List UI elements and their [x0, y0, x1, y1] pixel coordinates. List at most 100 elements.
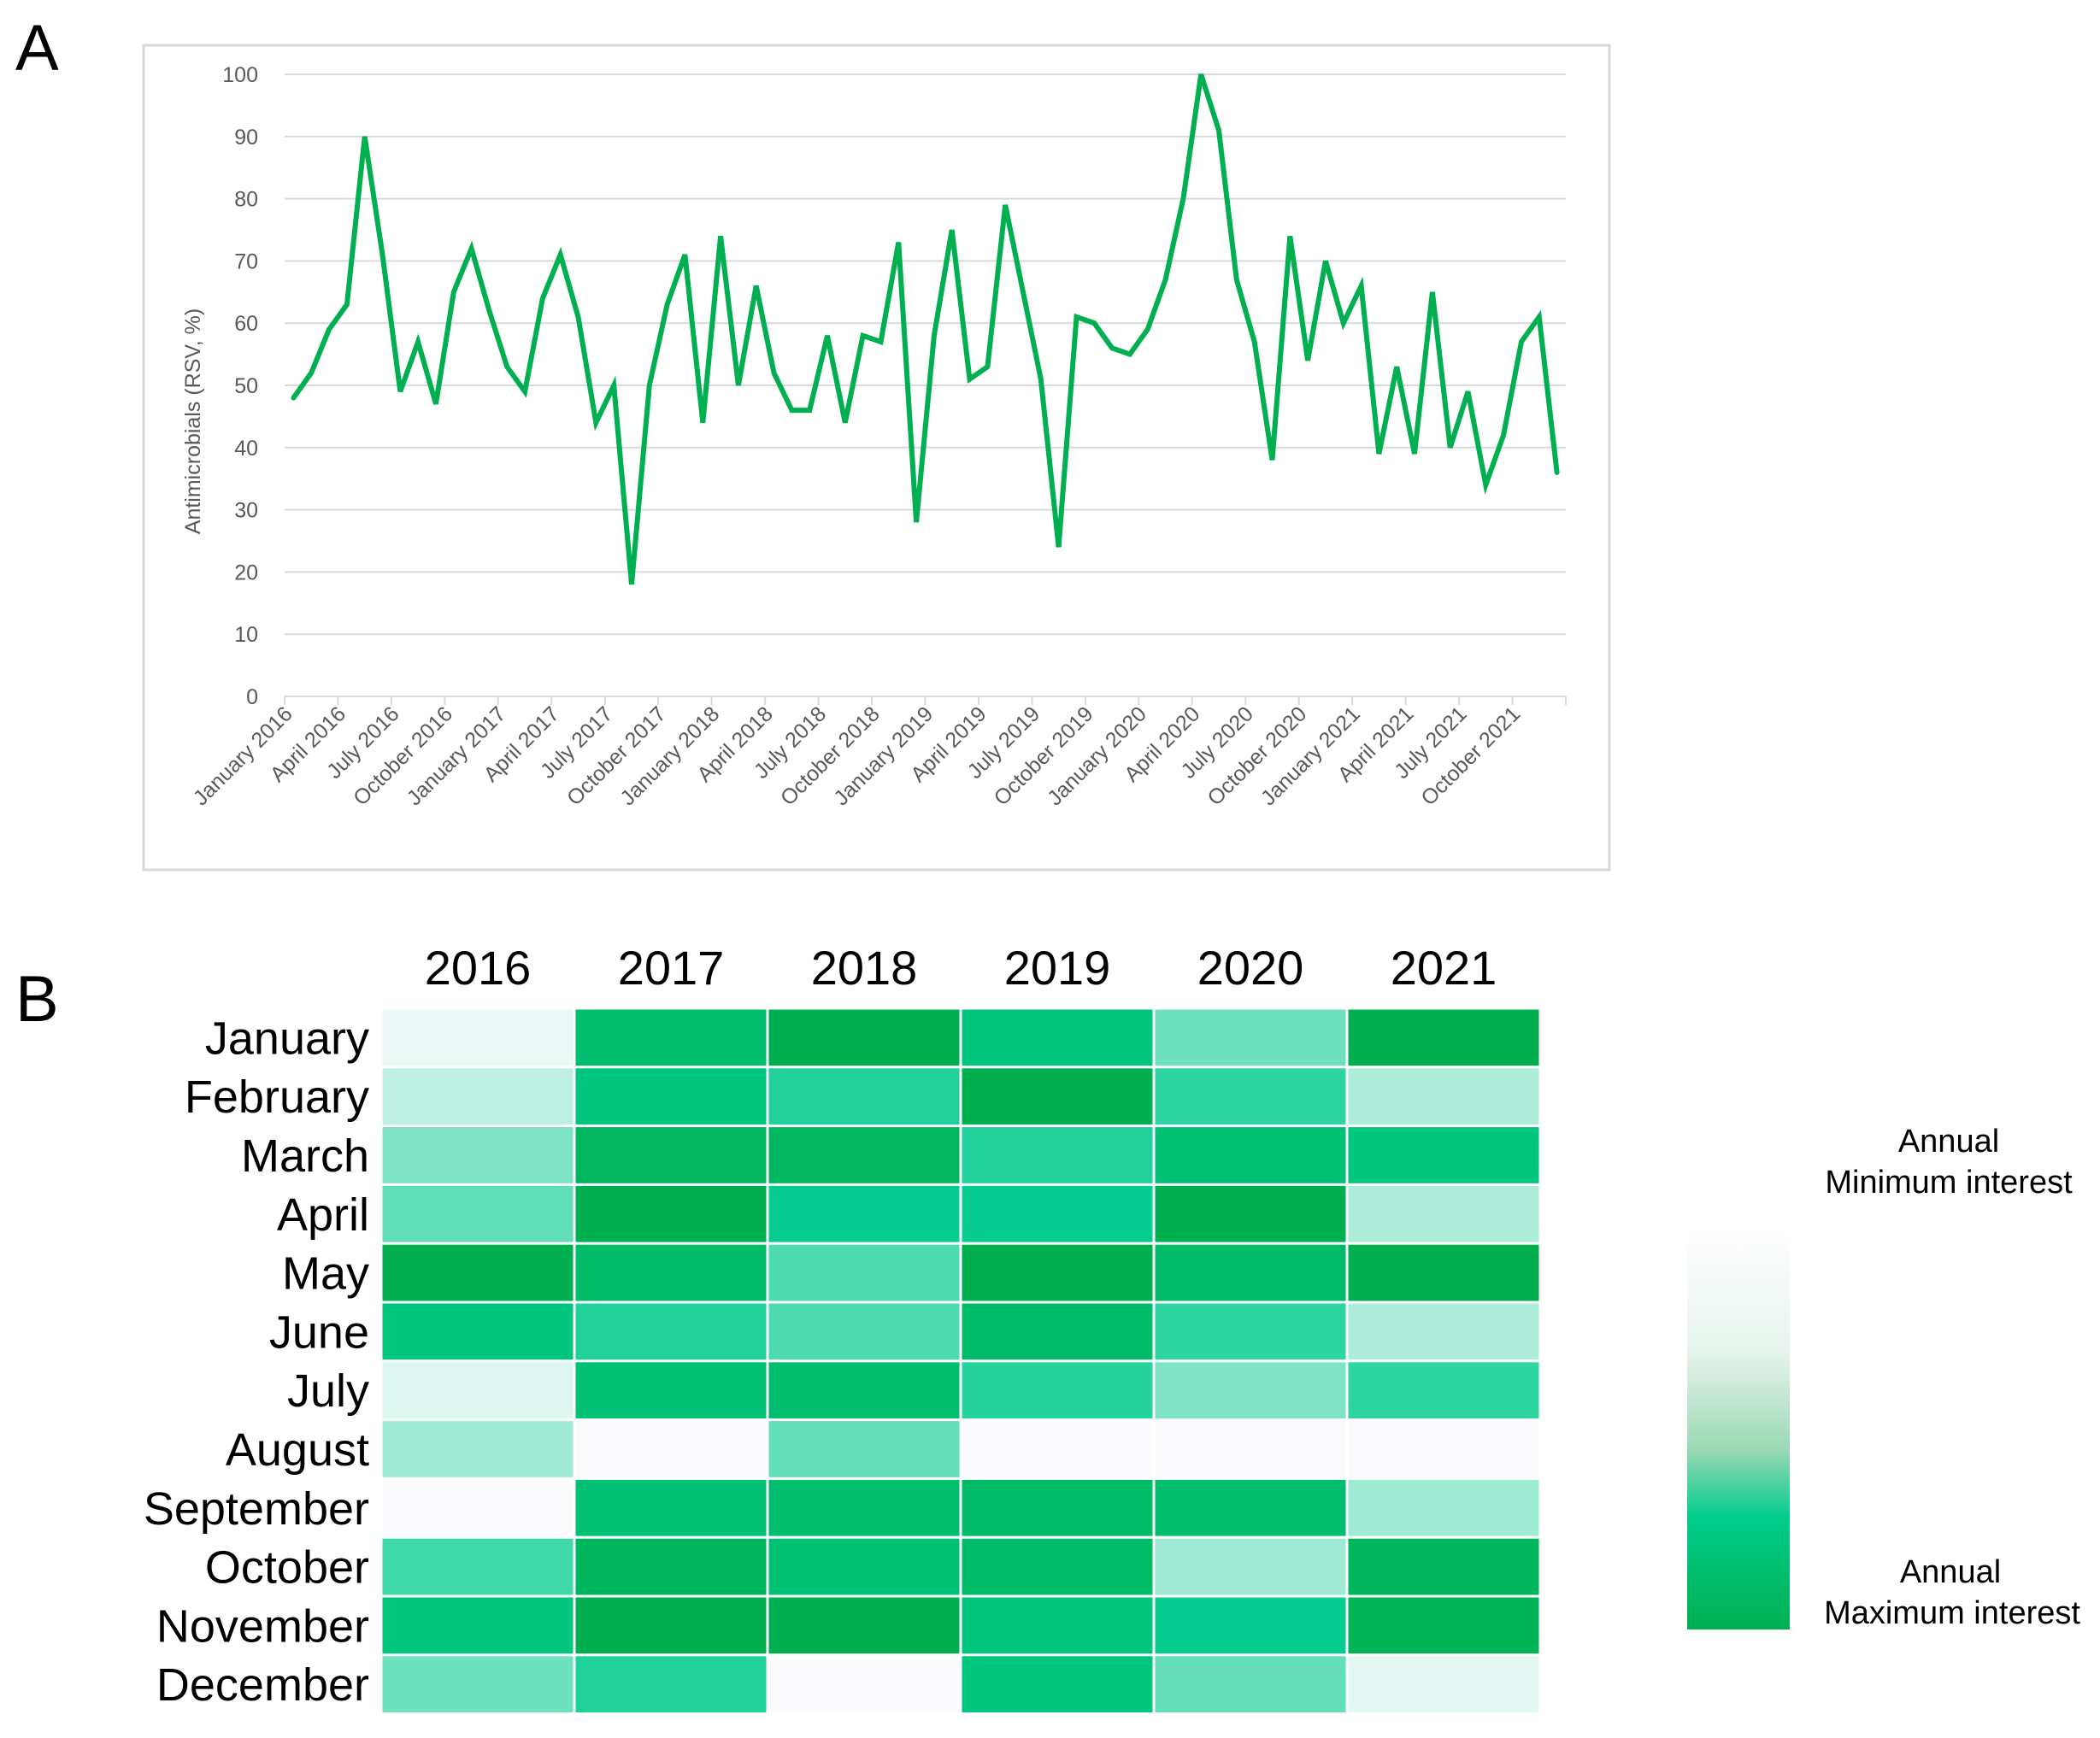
heatmap-cell — [1345, 1066, 1542, 1128]
heatmap-cell — [959, 1183, 1156, 1245]
chart-frame — [142, 44, 1611, 872]
heatmap-cell — [379, 1477, 576, 1539]
heatmap-cell — [1345, 1418, 1542, 1480]
heatmap-cell — [379, 1359, 576, 1422]
y-tick-label: 90 — [234, 126, 258, 150]
heatmap-cell — [766, 1242, 962, 1304]
heatmap-column-label: 2021 — [1391, 941, 1497, 995]
y-tick-label: 10 — [234, 623, 258, 647]
y-tick-label: 60 — [234, 312, 258, 336]
heatmap-row-label: January — [205, 1013, 369, 1064]
heatmap-cells — [379, 1007, 1542, 1716]
heatmap-row-labels: January February March April May June July Augu… — [144, 1013, 369, 1711]
heatmap-cell — [1345, 1477, 1542, 1539]
heatmap-cell — [379, 1066, 576, 1128]
heatmap-column-label: 2016 — [425, 941, 532, 995]
y-tick-label: 70 — [234, 250, 258, 273]
heatmap-cell — [1345, 1359, 1542, 1422]
heatmap-cell — [573, 1066, 769, 1128]
legend-max-line2: Maximum interest — [1824, 1595, 2080, 1631]
heatmap-cell — [959, 1653, 1156, 1716]
heatmap-cell — [1152, 1594, 1349, 1657]
heatmap-cell — [1152, 1301, 1349, 1363]
heatmap-column-label: 2017 — [618, 941, 725, 995]
heatmap-cell — [573, 1124, 769, 1186]
heatmap-cell — [1345, 1535, 1542, 1598]
heatmap-cell — [766, 1594, 962, 1657]
heatmap-cell — [573, 1242, 769, 1304]
heatmap-cell — [1152, 1242, 1349, 1304]
heatmap-cell — [766, 1477, 962, 1539]
heatmap-column-labels: 2016 2017 2018 2019 2020 2021 — [425, 941, 1497, 995]
heatmap-cell — [1152, 1007, 1349, 1069]
heatmap-cell — [959, 1007, 1156, 1069]
y-tick-label: 100 — [222, 63, 258, 87]
heatmap-cell — [766, 1066, 962, 1128]
legend-color-bar — [1687, 1230, 1790, 1629]
heatmap-cell — [1345, 1594, 1542, 1657]
y-tick-label: 80 — [234, 188, 258, 212]
heatmap-row-label: April — [277, 1189, 369, 1241]
heatmap-cell — [1345, 1301, 1542, 1363]
legend-min-line2: Minimum interest — [1825, 1165, 2073, 1201]
heatmap-cell — [573, 1653, 769, 1716]
heatmap-cell — [766, 1007, 962, 1069]
heatmap-cell — [573, 1359, 769, 1422]
heatmap-row-label: July — [287, 1365, 369, 1417]
heatmap-cell — [766, 1359, 962, 1422]
heatmap-cell — [766, 1301, 962, 1363]
y-tick-label: 0 — [246, 685, 258, 709]
heatmap-cell — [379, 1124, 576, 1186]
heatmap-cell — [959, 1359, 1156, 1422]
heatmap-cell — [959, 1594, 1156, 1657]
heatmap-cell — [959, 1418, 1156, 1480]
heatmap-cell — [1152, 1359, 1349, 1422]
y-tick-label: 20 — [234, 561, 258, 584]
heatmap-cell — [766, 1535, 962, 1598]
y-tick-label: 40 — [234, 437, 258, 461]
panel-label-b: B — [15, 963, 59, 1036]
y-tick-label: 50 — [234, 374, 258, 398]
y-tick-labels: 0 10 20 30 40 50 60 70 80 90 100 — [222, 63, 258, 709]
heatmap-cell — [766, 1418, 962, 1480]
heatmap-cell — [959, 1301, 1156, 1363]
heatmap-cell — [1345, 1242, 1542, 1304]
y-axis-label: Antimicrobials (RSV, %) — [181, 308, 205, 534]
heatmap-cell — [379, 1594, 576, 1657]
heatmap-cell — [379, 1418, 576, 1480]
heatmap-row-label: September — [144, 1483, 369, 1535]
heatmap-cell — [573, 1535, 769, 1598]
heatmap-cell — [379, 1183, 576, 1245]
y-tick-label: 30 — [234, 499, 258, 523]
heatmap-cell — [1152, 1183, 1349, 1245]
heatmap-cell — [1152, 1477, 1349, 1539]
heatmap-cell — [379, 1535, 576, 1598]
heatmap-cell — [379, 1007, 576, 1069]
heatmap-cell — [1152, 1124, 1349, 1186]
heatmap-cell — [573, 1594, 769, 1657]
grid — [285, 73, 1566, 636]
heatmap-cell — [379, 1301, 576, 1363]
heatmap-row-label: August — [226, 1424, 369, 1476]
heatmap-cell — [959, 1477, 1156, 1539]
heatmap-row-label: June — [269, 1306, 369, 1358]
heatmap-column-label: 2018 — [811, 941, 918, 995]
heatmap-cell — [1152, 1653, 1349, 1716]
heatmap-row-label: February — [185, 1072, 369, 1123]
heatmap-cell — [573, 1301, 769, 1363]
heatmap-cell — [573, 1183, 769, 1245]
heatmap-cell — [766, 1183, 962, 1245]
heatmap-cell — [1345, 1124, 1542, 1186]
heatmap-cell — [1152, 1066, 1349, 1128]
heatmap-row-label: March — [241, 1130, 369, 1182]
heatmap-cell — [959, 1066, 1156, 1128]
heatmap-row-label: May — [282, 1248, 369, 1300]
heatmap-column-label: 2019 — [1004, 941, 1111, 995]
heatmap-row-label: October — [205, 1542, 369, 1594]
heatmap-cell — [959, 1242, 1156, 1304]
heatmap-cell — [766, 1653, 962, 1716]
heatmap-cell — [959, 1124, 1156, 1186]
color-legend: Annual Minimum interest Annual Maximum i… — [1687, 1124, 2080, 1631]
